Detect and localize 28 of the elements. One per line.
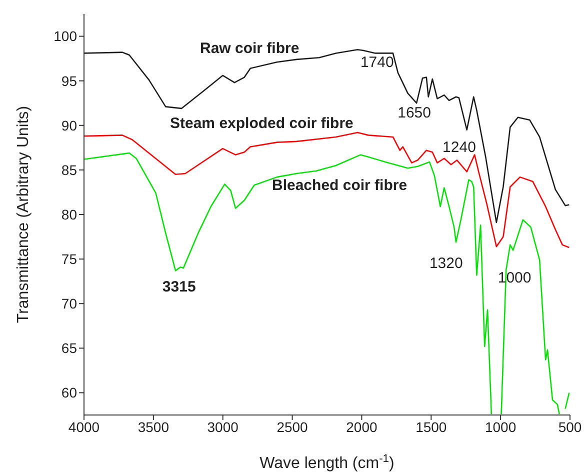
line-series: [84, 132, 570, 248]
y-tick-label: 65: [61, 340, 78, 356]
y-tick-label: 90: [61, 117, 78, 134]
series-label: Bleached coir fibre: [272, 177, 408, 195]
x-tick-label: 1500: [416, 418, 447, 435]
y-tick-label: 85: [61, 162, 78, 178]
y-tick-label: 95: [61, 72, 78, 89]
y-tick-label: 80: [61, 206, 78, 222]
annotation: 1650: [398, 104, 431, 122]
x-axis-title: Wave length (cm$^{-1}$): [260, 453, 394, 472]
annotation: 1240: [442, 138, 476, 156]
annotation: 3315: [162, 278, 196, 296]
y-axis-title: Transmittance (Arbitrary Units): [15, 106, 32, 324]
series-label: Steam exploded coir fibre: [170, 115, 354, 133]
x-tick-label: 2000: [346, 418, 378, 435]
series-label: Raw coir fibre: [200, 40, 300, 58]
y-tick-label: 100: [54, 28, 78, 44]
y-tick-label: 70: [61, 296, 78, 312]
x-tick-label: 2500: [276, 418, 308, 435]
y-tick-label: 75: [61, 251, 78, 268]
x-tick-label: 500: [558, 418, 582, 435]
x-tick-label: 3500: [138, 418, 170, 435]
annotation: 1320: [429, 255, 463, 272]
annotation: 1740: [360, 54, 394, 71]
x-tick-label: 1000: [484, 418, 516, 435]
x-tick-label: 3000: [207, 418, 239, 435]
y-tick-label: 60: [61, 384, 78, 401]
x-tick-label: 4000: [68, 418, 100, 435]
